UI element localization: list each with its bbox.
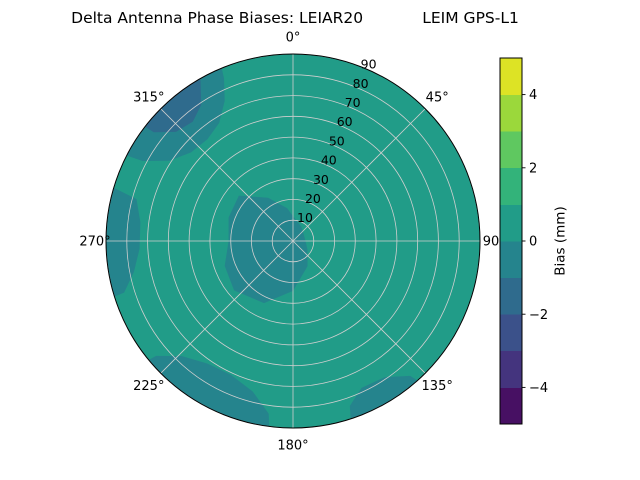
theta-tick-label-0: 0°: [286, 31, 301, 46]
theta-tick-label-315: 315°: [133, 90, 164, 105]
chart-title: Delta Antenna Phase Biases: LEIAR20 LEIM…: [71, 9, 519, 27]
polar-grid-spoke: [160, 108, 294, 242]
theta-tick-label-90: 90: [483, 235, 500, 250]
colorbar-tick-label: −2: [529, 308, 548, 323]
radial-tick-label-20: 20: [305, 191, 321, 206]
contour-region-center-blob: [224, 195, 308, 304]
theta-tick-label-225: 225°: [133, 379, 164, 394]
colorbar-segment: [500, 94, 522, 132]
radial-tick-label-40: 40: [321, 153, 337, 168]
colorbar-segment: [500, 314, 522, 352]
colorbar-tick-label: −4: [529, 381, 548, 396]
radial-tick-label-70: 70: [345, 95, 361, 110]
colorbar-segment: [500, 241, 522, 278]
radial-tick-label-80: 80: [353, 76, 369, 91]
theta-tick-label-270: 270°: [79, 235, 110, 250]
colorbar-segment: [500, 277, 522, 315]
theta-tick-label-180: 180°: [277, 439, 308, 454]
theta-tick-label-135: 135°: [422, 379, 453, 394]
colorbar: −4 −2 0 2 4 Bias (mm): [499, 57, 569, 425]
colorbar-tick-label: 2: [529, 161, 537, 176]
radial-tick-label-30: 30: [313, 172, 329, 187]
polar-axis-boundary: [105, 53, 481, 429]
colorbar-segment: [500, 204, 522, 242]
colorbar-segment: [500, 58, 522, 95]
colorbar-segment: [500, 350, 522, 388]
colorbar-tick-label: 0: [529, 235, 537, 250]
theta-tick-label-45: 45°: [426, 90, 449, 105]
colorbar-segment: [500, 387, 522, 425]
colorbar-tick-label: 4: [529, 88, 537, 103]
radial-tick-label-90: 90: [361, 57, 377, 72]
radial-tick-label-50: 50: [329, 133, 345, 148]
polar-grid-spoke: [160, 240, 294, 374]
polar-grid-spoke: [292, 108, 426, 242]
colorbar-axis-label: Bias (mm): [553, 206, 569, 275]
colorbar-segment: [500, 167, 522, 205]
radial-tick-label-60: 60: [337, 114, 353, 129]
radial-tick-label-10: 10: [297, 210, 313, 225]
polar-grid-spoke: [292, 240, 426, 374]
colorbar-segment: [500, 131, 522, 169]
